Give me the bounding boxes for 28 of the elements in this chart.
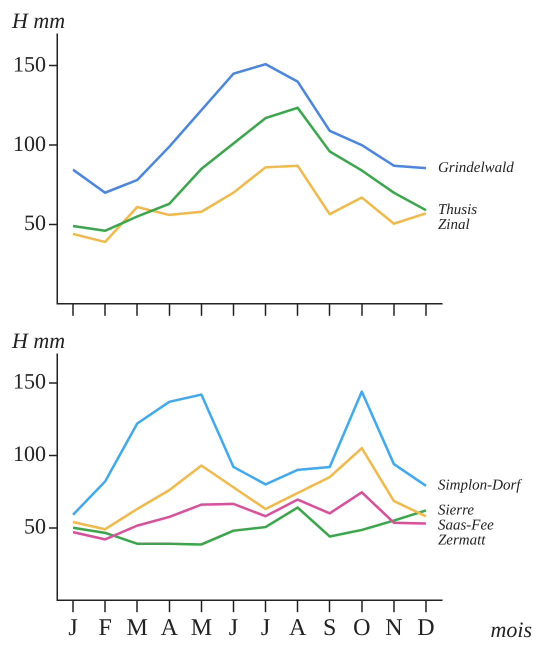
series-label: Simplon-Dorf: [438, 478, 522, 494]
x-tick-label: J: [260, 614, 270, 641]
series-label: Zinal: [438, 217, 470, 234]
x-tick-label: D: [417, 614, 435, 641]
y-tick-label: 150: [13, 52, 46, 77]
series-label: Saas-Fee: [438, 517, 494, 534]
x-tick-label: A: [288, 614, 307, 641]
x-tick-label: O: [353, 614, 370, 641]
y-tick-label: 50: [24, 210, 46, 236]
x-tick-label: S: [323, 614, 336, 641]
x-tick-label: J: [68, 614, 78, 641]
x-tick-label: F: [98, 614, 112, 641]
series-label: Thusis: [438, 202, 478, 218]
x-tick-label: M: [190, 614, 212, 641]
y-tick-label: 100: [13, 441, 46, 466]
y-axis-title: H mm: [11, 328, 66, 353]
x-tick-label: N: [385, 614, 403, 641]
series-label: Sierre: [438, 502, 474, 518]
y-tick-label: 100: [13, 130, 46, 156]
x-axis-title: mois: [490, 616, 532, 642]
series-label: Grindelwald: [438, 160, 514, 176]
y-tick-label: 150: [13, 368, 46, 394]
y-axis-title: H mm: [11, 8, 66, 33]
x-tick-label: A: [160, 614, 179, 641]
y-tick-label: 50: [24, 514, 46, 539]
series-label: Zermatt: [438, 532, 486, 548]
x-tick-label: J: [228, 614, 238, 641]
x-tick-label: M: [126, 614, 148, 641]
